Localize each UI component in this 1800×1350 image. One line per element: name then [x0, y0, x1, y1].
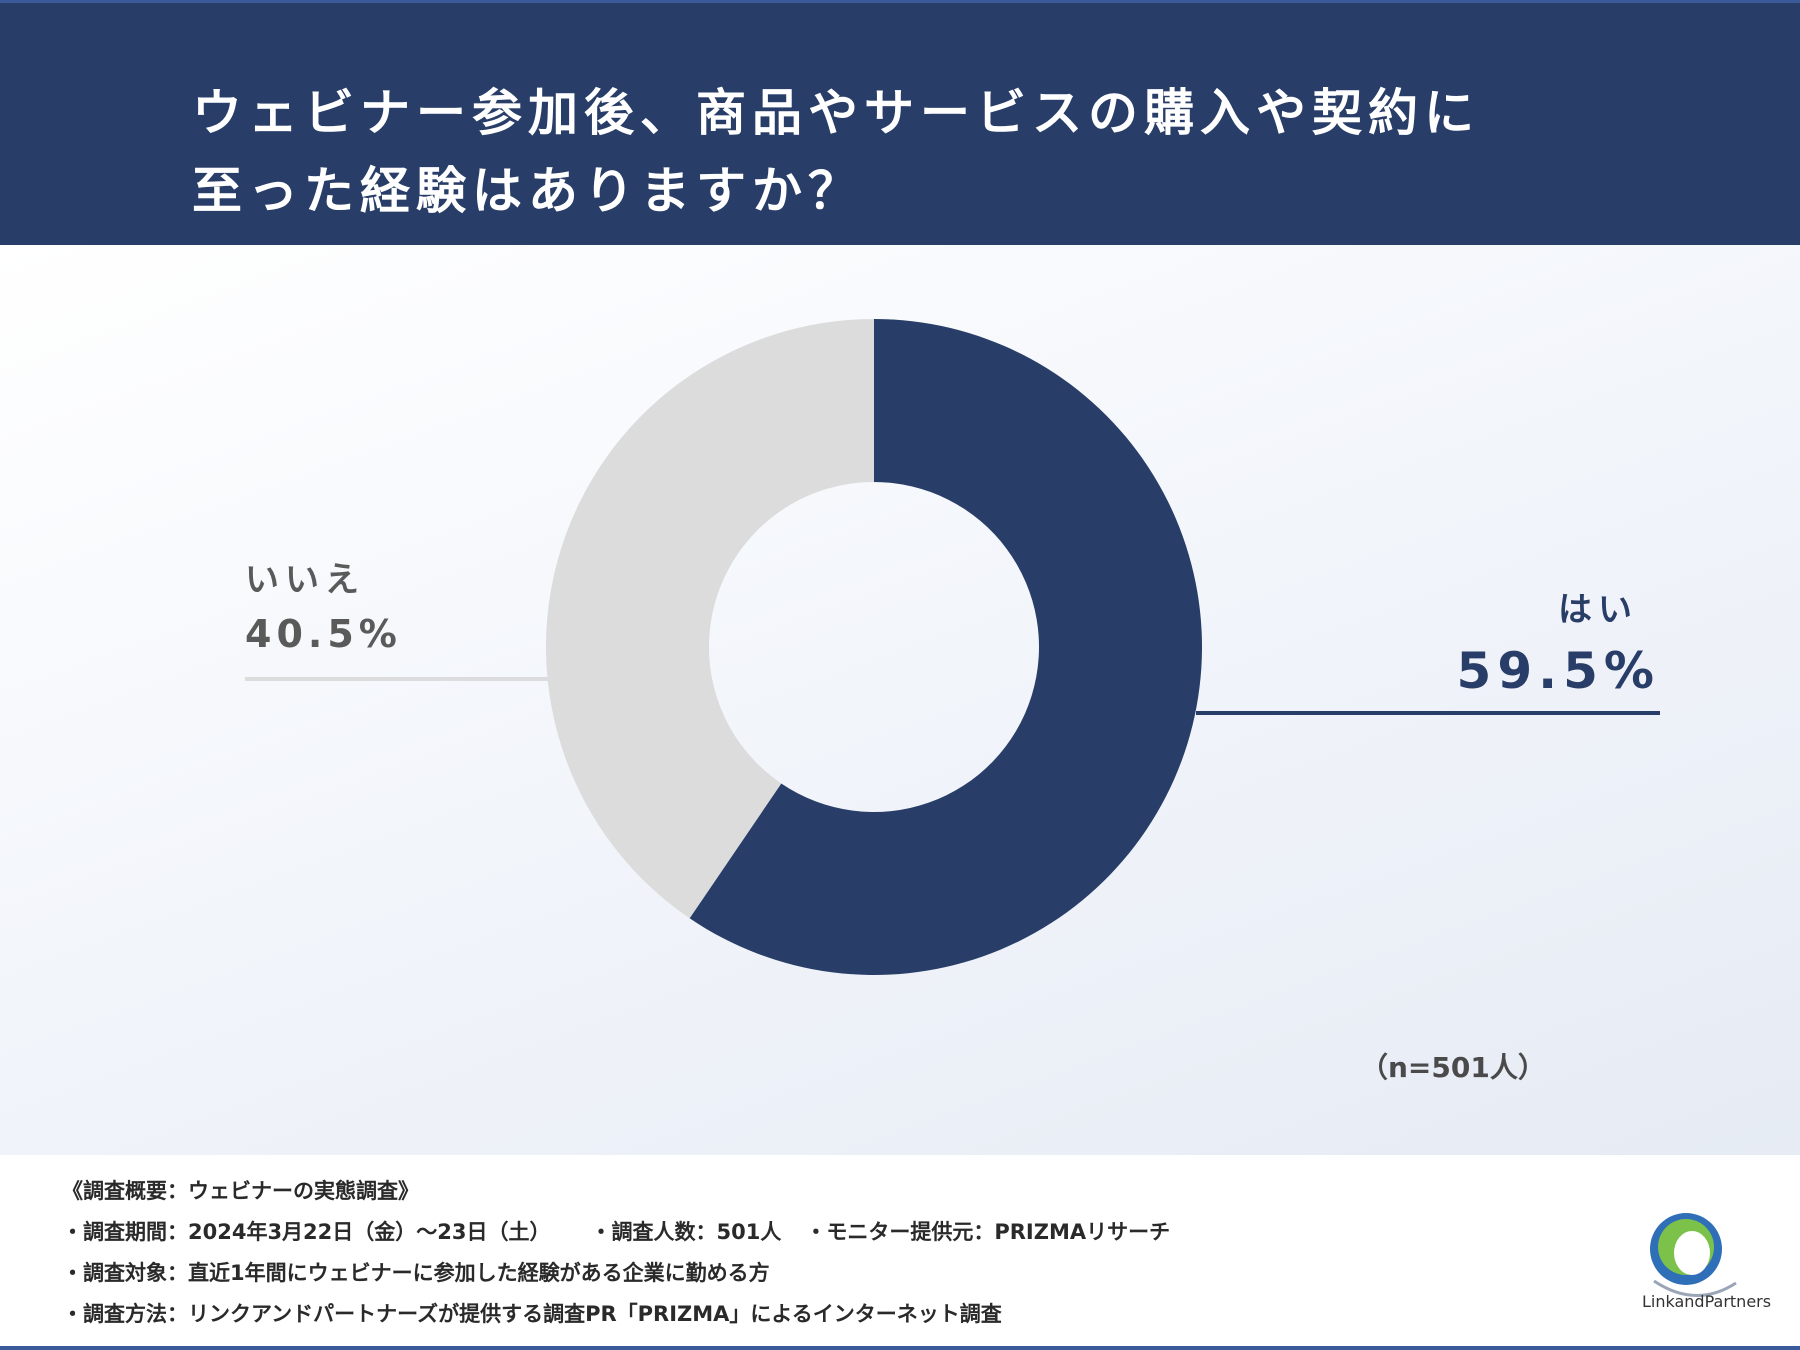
survey-footer: 《調査概要：ウェビナーの実態調査》 ・調査期間：2024年3月22日（金）～23…: [0, 1155, 1800, 1350]
chart-title-line-2: 至った経験はありますか？: [192, 162, 864, 220]
slice-label-no: いいえ: [245, 560, 365, 600]
survey-provider: ・モニター提供元：PRIZMAリサーチ: [805, 1220, 1171, 1244]
slice-value-yes: 59.5%: [1456, 642, 1660, 700]
survey-details-row: ・調査期間：2024年3月22日（金）～23日（土） ・調査人数：501人 ・モニタ…: [62, 1216, 1170, 1246]
donut-slice-yes: [689, 319, 1202, 975]
survey-period: ・調査期間：2024年3月22日（金）～23日（土）: [62, 1220, 551, 1244]
slice-value-no: 40.5%: [245, 612, 402, 656]
bottom-border: [0, 1346, 1800, 1350]
survey-count: ・調査人数：501人: [590, 1220, 782, 1244]
sample-size: （n=501人）: [1360, 1051, 1546, 1084]
donut-slice-no: [546, 319, 874, 919]
company-logo-text: LinkandPartners: [1642, 1292, 1772, 1311]
slice-label-yes: はい: [1558, 590, 1638, 630]
survey-target: ・調査対象：直近1年間にウェビナーに参加した経験がある企業に勤める方: [62, 1261, 770, 1285]
donut-chart: [245, 319, 1660, 975]
survey-overview: 《調査概要：ウェビナーの実態調査》: [62, 1179, 419, 1203]
chart-title-line-1: ウェビナー参加後、商品やサービスの購入や契約に: [192, 84, 1480, 142]
company-logo-icon: [1650, 1213, 1737, 1297]
survey-method: ・調査方法：リンクアンドパートナーズが提供する調査PR「PRIZMA」によるイン…: [62, 1302, 1002, 1326]
header-banner: ウェビナー参加後、商品やサービスの購入や契約に 至った経験はありますか？: [0, 0, 1800, 245]
